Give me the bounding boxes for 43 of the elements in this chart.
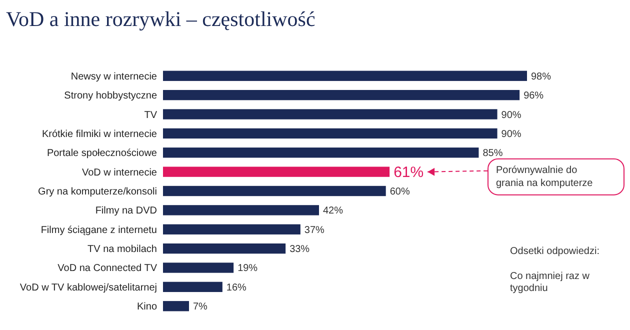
data-label: 37% bbox=[304, 224, 325, 236]
y-tick-label: Filmy ściągane z internetu bbox=[40, 224, 157, 236]
bar bbox=[163, 186, 386, 196]
data-label: 33% bbox=[290, 244, 310, 256]
data-label: 19% bbox=[238, 263, 258, 274]
data-label: 85% bbox=[482, 148, 503, 160]
bar bbox=[163, 90, 520, 100]
data-label: 16% bbox=[226, 282, 247, 294]
y-tick-label: VoD na Connected TV bbox=[58, 263, 158, 274]
data-label: 90% bbox=[501, 110, 522, 121]
bar bbox=[163, 262, 234, 273]
bar bbox=[163, 224, 300, 234]
data-label: 98% bbox=[531, 71, 552, 82]
y-tick-label: Kino bbox=[136, 302, 158, 313]
data-label: 7% bbox=[193, 302, 208, 313]
bar bbox=[163, 243, 286, 254]
y-tick-label: Portale społecznościowe bbox=[46, 148, 158, 160]
annotation: Co najmniej raz w tygodniu bbox=[510, 271, 590, 294]
data-label: 96% bbox=[524, 90, 544, 102]
y-tick-label: Gry na komputerze/konsoli bbox=[38, 186, 157, 198]
bar bbox=[163, 301, 189, 312]
y-tick-label: VoD w internecie bbox=[82, 167, 158, 178]
data-label: 61% bbox=[394, 164, 424, 182]
annotation: Odsetki odpowiedzi: bbox=[510, 246, 600, 257]
bar bbox=[163, 70, 527, 81]
bar bbox=[163, 282, 222, 292]
y-tick-label: Krótkie filmiki w internecie bbox=[42, 128, 158, 140]
bar bbox=[163, 109, 498, 120]
chart-title: VoD a inne rozrywki – częstotliwość bbox=[6, 7, 316, 31]
y-tick-label: TV na mobilach bbox=[88, 244, 157, 256]
bar bbox=[163, 148, 479, 158]
data-label: 42% bbox=[323, 206, 344, 217]
bar bbox=[163, 128, 498, 139]
data-label: 90% bbox=[501, 128, 522, 140]
y-tick-label: Strony hobbystyczne bbox=[64, 90, 158, 102]
y-tick-label: VoD w TV kablowej/satelitarnej bbox=[20, 282, 157, 294]
bar bbox=[163, 205, 319, 216]
annotation: Porównywalnie do grania na komputerze bbox=[496, 164, 594, 189]
data-label: 60% bbox=[390, 186, 410, 198]
y-tick-label: TV bbox=[144, 110, 158, 121]
y-tick-label: Filmy na DVD bbox=[95, 206, 157, 217]
bar bbox=[163, 166, 390, 177]
y-tick-label: Newsy w internecie bbox=[70, 71, 158, 82]
